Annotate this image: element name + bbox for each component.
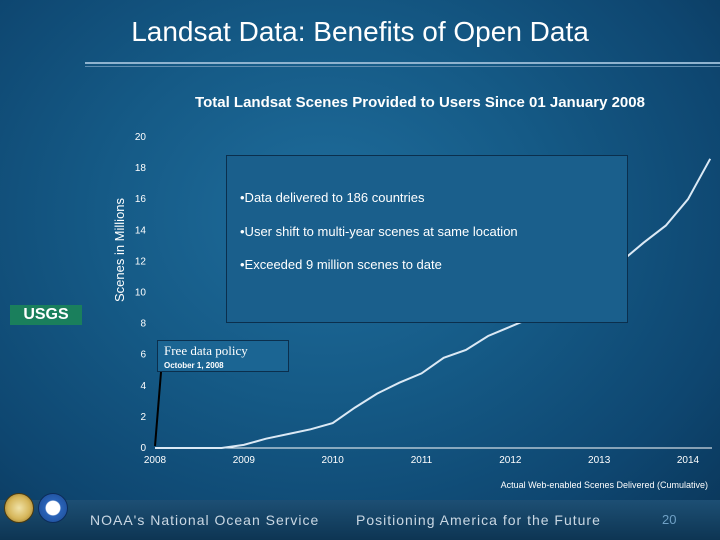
policy-label: Free data policy (164, 343, 248, 358)
note-scenes-total: •Exceeded 9 million scenes to date (240, 257, 442, 272)
x-tick-label: 2010 (322, 455, 345, 466)
slide-title: Landsat Data: Benefits of Open Data (131, 16, 589, 47)
y-tick-label: 4 (140, 381, 146, 392)
footer-bar (0, 500, 720, 540)
x-tick-label: 2009 (233, 455, 256, 466)
page-number: 20 (662, 512, 677, 527)
chart-caption: Actual Web-enabled Scenes Delivered (Cum… (500, 480, 708, 490)
x-tick-label: 2008 (144, 455, 167, 466)
y-tick-label: 12 (135, 256, 147, 267)
y-tick-label: 16 (135, 194, 147, 205)
noaa-seal-icon (38, 493, 68, 523)
policy-date: October 1, 2008 (164, 361, 224, 370)
notes-box (226, 155, 628, 323)
note-multi-year: •User shift to multi-year scenes at same… (240, 224, 518, 239)
usgs-logo: USGS (10, 305, 82, 325)
footer-right-text: Positioning America for the Future (356, 512, 601, 528)
policy-box (157, 340, 289, 372)
doi-seal-icon (4, 493, 34, 523)
x-tick-label: 2012 (499, 455, 522, 466)
policy-arrow (154, 359, 163, 447)
y-tick-label: 10 (135, 288, 147, 299)
y-axis-label: Scenes in Millions (112, 197, 127, 302)
title-divider (85, 62, 720, 64)
y-tick-label: 18 (135, 163, 147, 174)
y-tick-label: 14 (135, 225, 147, 236)
x-tick-label: 2011 (411, 455, 433, 466)
y-tick-label: 20 (135, 132, 147, 143)
title-divider-secondary (85, 66, 720, 67)
chart-title: Total Landsat Scenes Provided to Users S… (195, 94, 645, 111)
y-tick-label: 0 (140, 443, 146, 454)
y-tick-label: 6 (140, 350, 146, 361)
note-countries: •Data delivered to 186 countries (240, 190, 425, 205)
y-tick-label: 2 (140, 412, 146, 423)
chart-ticks: 0 2 4 6 8 10 12 14 16 18 20 2008 2009 2010 2011 2012 201… (135, 132, 700, 466)
x-tick-label: 2014 (677, 455, 700, 466)
x-tick-label: 2013 (588, 455, 611, 466)
footer-left-text: NOAA's National Ocean Service (90, 512, 320, 528)
y-tick-label: 8 (140, 319, 146, 330)
